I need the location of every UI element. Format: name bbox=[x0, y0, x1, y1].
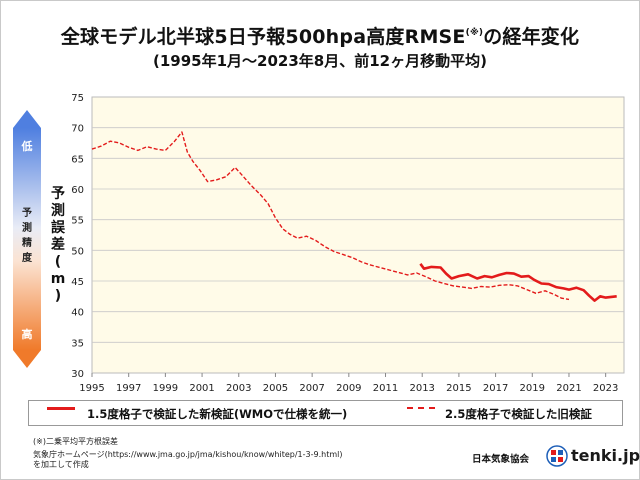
y-tick-label: 65 bbox=[71, 154, 84, 165]
tenki-logo-text: tenki.jp bbox=[571, 446, 640, 465]
x-tick-label: 1997 bbox=[116, 383, 141, 394]
legend-swatch-old bbox=[407, 407, 435, 409]
source-line-1: 気象庁ホームページ(https://www.jma.go.jp/jma/kish… bbox=[33, 450, 343, 459]
y-label-char: 誤 bbox=[51, 219, 66, 236]
x-tick-label: 2011 bbox=[373, 383, 398, 394]
x-tick-label: 2007 bbox=[299, 383, 324, 394]
y-tick-label: 70 bbox=[71, 124, 84, 135]
series-old-verification-line bbox=[91, 131, 570, 301]
x-tick-label: 2021 bbox=[556, 383, 581, 394]
scale-arrow-up-icon bbox=[13, 110, 41, 128]
x-tick-label: 2001 bbox=[189, 383, 214, 394]
x-tick-label: 2015 bbox=[446, 383, 471, 394]
y-axis-ticks: 30 35 40 45 50 55 60 65 70 75 bbox=[71, 93, 84, 380]
y-tick-label: 30 bbox=[71, 369, 84, 380]
x-tick-label: 2023 bbox=[593, 383, 618, 394]
scale-label-char: 度 bbox=[22, 251, 33, 264]
y-tick-label: 40 bbox=[71, 308, 84, 319]
x-tick-label: 1999 bbox=[153, 383, 178, 394]
y-label-char: 予 bbox=[51, 186, 65, 202]
scale-label-char: 精 bbox=[22, 236, 32, 249]
rmse-footnote: (※)二乗平均平方根誤差 bbox=[33, 437, 118, 446]
scale-label-high: 高 bbox=[22, 327, 33, 341]
legend-label-new: 1.5度格子で検証した新検証(WMOで仕様を統一) bbox=[87, 407, 348, 421]
y-tick-label: 60 bbox=[71, 185, 84, 196]
y-label-char: 差 bbox=[51, 236, 65, 253]
x-tick-label: 2003 bbox=[226, 383, 251, 394]
org-name: 日本気象協会 bbox=[472, 454, 530, 465]
tenki-logo-icon bbox=[546, 445, 568, 467]
y-label-char: m bbox=[51, 271, 66, 287]
legend-swatch-new bbox=[47, 407, 75, 410]
chart-subtitle: (1995年1月～2023年8月、前12ヶ月移動平均) bbox=[153, 52, 487, 70]
grid-lines bbox=[92, 127, 624, 343]
scale-label-low: 低 bbox=[21, 139, 33, 153]
series-new-verification-line bbox=[419, 263, 617, 302]
scale-arrow-down-icon bbox=[13, 350, 41, 368]
plot-area bbox=[91, 96, 625, 374]
y-label-char: 測 bbox=[51, 202, 65, 219]
accuracy-gradient-bar bbox=[13, 128, 41, 350]
x-axis-ticks: 1995 1997 1999 2001 2003 2005 2007 2009 2011 2013… bbox=[79, 373, 618, 394]
y-label-char: ( bbox=[55, 254, 61, 270]
y-tick-label: 35 bbox=[71, 338, 84, 349]
chart-title: 全球モデル北半球5日予報500hpa高度RMSE(※)の経年変化 bbox=[60, 26, 580, 48]
y-tick-label: 75 bbox=[71, 93, 84, 104]
x-tick-label: 2005 bbox=[263, 383, 288, 394]
x-tick-label: 2017 bbox=[483, 383, 508, 394]
source-line-2: を加工して作成 bbox=[33, 460, 89, 469]
chart-legend: 1.5度格子で検証した新検証(WMOで仕様を統一) 2.5度格子で検証した旧検証 bbox=[28, 400, 623, 426]
y-tick-label: 50 bbox=[71, 246, 84, 257]
x-tick-label: 2013 bbox=[409, 383, 434, 394]
y-tick-label: 45 bbox=[71, 277, 84, 288]
x-tick-label: 1995 bbox=[79, 383, 104, 394]
scale-label-char: 予 bbox=[22, 207, 32, 219]
x-tick-label: 2019 bbox=[520, 383, 545, 394]
legend-label-old: 2.5度格子で検証した旧検証 bbox=[445, 407, 592, 421]
y-tick-label: 55 bbox=[71, 216, 84, 227]
scale-label-char: 測 bbox=[22, 221, 32, 234]
x-tick-label: 2009 bbox=[336, 383, 361, 394]
y-label-char: ) bbox=[55, 288, 61, 304]
series-group bbox=[91, 131, 617, 302]
